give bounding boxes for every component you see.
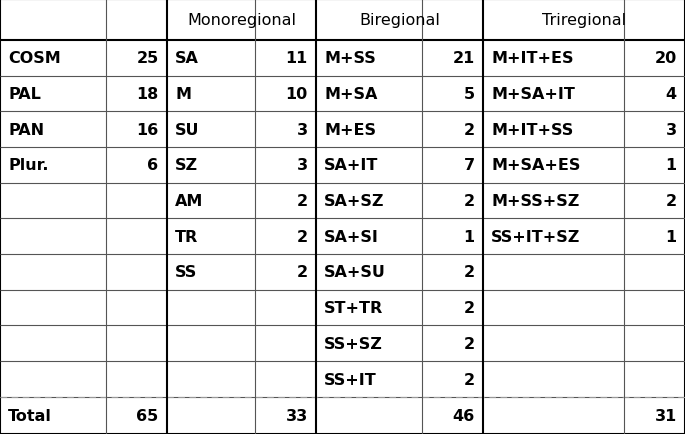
Text: 20: 20 xyxy=(655,51,677,66)
Text: 25: 25 xyxy=(136,51,159,66)
Text: 33: 33 xyxy=(286,408,308,423)
Text: 4: 4 xyxy=(666,87,677,102)
Text: 21: 21 xyxy=(452,51,475,66)
Text: SZ: SZ xyxy=(175,158,198,173)
Text: M+SS+SZ: M+SS+SZ xyxy=(491,194,580,209)
Text: Plur.: Plur. xyxy=(8,158,49,173)
Text: M+SA+IT: M+SA+IT xyxy=(491,87,575,102)
Text: 1: 1 xyxy=(666,229,677,244)
Text: M+IT+ES: M+IT+ES xyxy=(491,51,573,66)
Text: 6: 6 xyxy=(147,158,159,173)
Text: 2: 2 xyxy=(464,336,475,351)
Text: 2: 2 xyxy=(464,194,475,209)
Text: Monoregional: Monoregional xyxy=(187,13,296,28)
Text: 2: 2 xyxy=(297,194,308,209)
Text: 3: 3 xyxy=(666,122,677,138)
Text: 3: 3 xyxy=(297,122,308,138)
Text: SA+IT: SA+IT xyxy=(324,158,379,173)
Text: SS+IT+SZ: SS+IT+SZ xyxy=(491,229,580,244)
Text: M: M xyxy=(175,87,191,102)
Text: SA: SA xyxy=(175,51,199,66)
Text: SS+SZ: SS+SZ xyxy=(324,336,383,351)
Text: M+SA: M+SA xyxy=(324,87,377,102)
Text: SA+SI: SA+SI xyxy=(324,229,379,244)
Text: 3: 3 xyxy=(297,158,308,173)
Text: M+ES: M+ES xyxy=(324,122,376,138)
Text: Biregional: Biregional xyxy=(359,13,440,28)
Text: 2: 2 xyxy=(464,372,475,387)
Text: 11: 11 xyxy=(286,51,308,66)
Text: 2: 2 xyxy=(297,229,308,244)
Text: TR: TR xyxy=(175,229,199,244)
Text: 46: 46 xyxy=(452,408,475,423)
Text: 5: 5 xyxy=(464,87,475,102)
Text: Triregional: Triregional xyxy=(542,13,626,28)
Text: M+SS: M+SS xyxy=(324,51,376,66)
Text: PAN: PAN xyxy=(8,122,45,138)
Text: 2: 2 xyxy=(464,122,475,138)
Text: M+SA+ES: M+SA+ES xyxy=(491,158,580,173)
Text: SS: SS xyxy=(175,265,197,280)
Text: Total: Total xyxy=(8,408,52,423)
Text: SA+SZ: SA+SZ xyxy=(324,194,385,209)
Text: 2: 2 xyxy=(666,194,677,209)
Text: ST+TR: ST+TR xyxy=(324,300,384,316)
Text: SA+SU: SA+SU xyxy=(324,265,386,280)
Text: 10: 10 xyxy=(286,87,308,102)
Text: 65: 65 xyxy=(136,408,159,423)
Text: 2: 2 xyxy=(464,265,475,280)
Text: 7: 7 xyxy=(464,158,475,173)
Text: 1: 1 xyxy=(666,158,677,173)
Text: 18: 18 xyxy=(136,87,159,102)
Text: AM: AM xyxy=(175,194,203,209)
Text: 16: 16 xyxy=(136,122,159,138)
Text: 1: 1 xyxy=(464,229,475,244)
Text: SS+IT: SS+IT xyxy=(324,372,377,387)
Text: SU: SU xyxy=(175,122,199,138)
Text: PAL: PAL xyxy=(8,87,41,102)
Text: 2: 2 xyxy=(464,300,475,316)
Text: COSM: COSM xyxy=(8,51,61,66)
Text: M+IT+SS: M+IT+SS xyxy=(491,122,573,138)
Text: 2: 2 xyxy=(297,265,308,280)
Text: 31: 31 xyxy=(655,408,677,423)
